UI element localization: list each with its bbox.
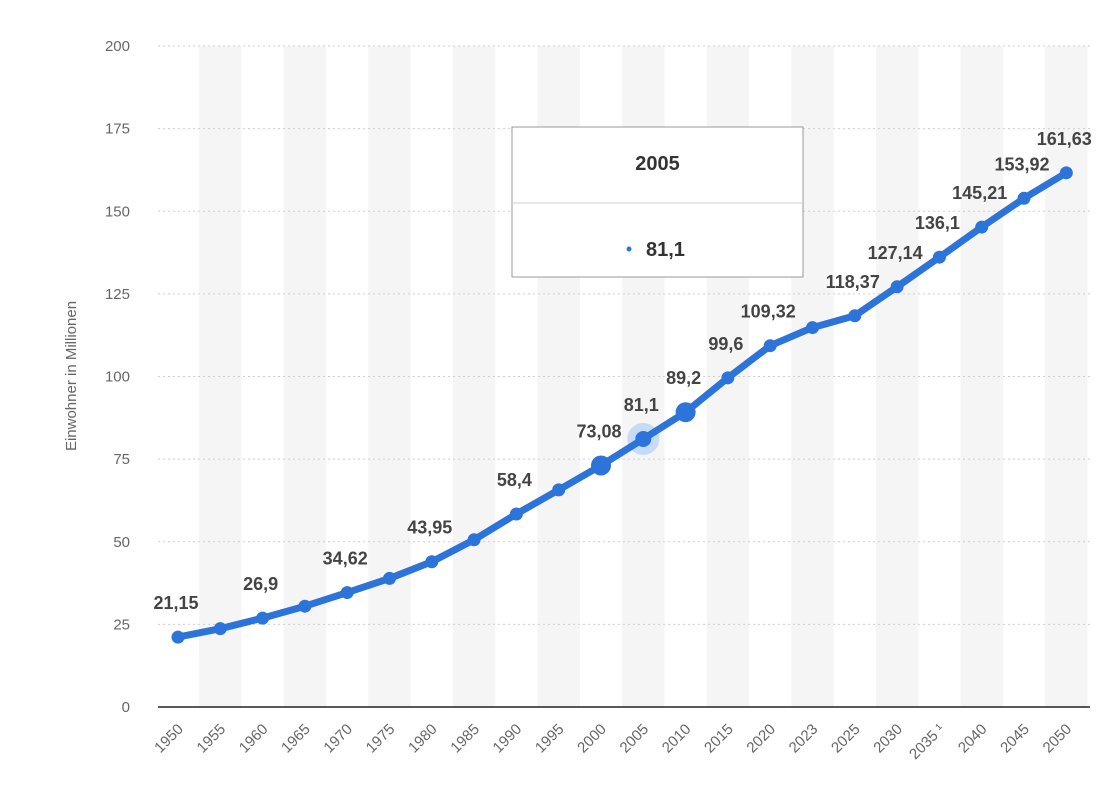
data-point[interactable] <box>298 599 312 613</box>
x-tick-label: 1955 <box>194 721 230 757</box>
series-line <box>174 169 1070 641</box>
x-tick-label: 1960 <box>236 721 272 757</box>
y-tick-label: 200 <box>105 38 130 55</box>
y-axis-title: Einwohner in Millionen <box>63 301 80 451</box>
data-label: 21,15 <box>153 593 198 613</box>
data-point[interactable] <box>890 280 904 294</box>
y-tick-label: 100 <box>105 369 130 386</box>
data-label: 136,1 <box>915 213 960 233</box>
x-tick-label: 2025 <box>828 721 864 757</box>
x-tick-label: 1970 <box>320 721 356 757</box>
x-tick-label: 2020 <box>743 721 779 757</box>
data-label: 26,9 <box>243 574 278 594</box>
x-tick-label: 2040 <box>955 721 991 757</box>
x-tick-label: 2050 <box>1040 721 1076 757</box>
y-tick-label: 0 <box>122 699 130 716</box>
tooltip-value: 81,1 <box>646 239 685 261</box>
y-tick-label: 50 <box>113 534 130 551</box>
data-point[interactable] <box>1017 191 1031 205</box>
x-tick-label: 1990 <box>490 721 526 757</box>
x-tick-label: 2035 ¹ <box>906 721 948 763</box>
data-label: 118,37 <box>826 272 880 292</box>
y-tick-label: 75 <box>113 451 130 468</box>
x-tick-label: 2023 <box>786 721 822 757</box>
y-tick-label: 150 <box>105 203 130 220</box>
y-tick-label: 175 <box>105 121 130 138</box>
data-label: 89,2 <box>666 368 701 388</box>
data-point[interactable] <box>213 622 227 636</box>
tooltip-box <box>511 126 804 278</box>
data-point[interactable] <box>675 402 696 423</box>
x-tick-label: 1980 <box>405 721 441 757</box>
data-point[interactable] <box>467 533 481 547</box>
column-band <box>960 46 1003 707</box>
data-point[interactable] <box>763 339 777 353</box>
data-point[interactable] <box>171 630 185 644</box>
data-point[interactable] <box>591 455 611 476</box>
column-band <box>875 46 919 707</box>
data-point[interactable] <box>848 309 862 323</box>
tooltip-bullet: • <box>626 239 632 259</box>
data-label: 43,95 <box>407 518 452 538</box>
x-tick-label: 2045 <box>997 721 1033 757</box>
data-point[interactable] <box>975 220 989 234</box>
data-label: 81,1 <box>624 395 659 415</box>
x-tick-label: 1965 <box>278 721 314 757</box>
data-point[interactable] <box>256 611 270 625</box>
data-label: 109,32 <box>741 302 796 322</box>
data-point[interactable] <box>383 571 396 585</box>
x-tick-label: 1985 <box>447 721 483 757</box>
data-label: 127,14 <box>868 243 923 263</box>
data-point[interactable] <box>806 321 819 335</box>
x-tick-label: 1975 <box>363 721 399 757</box>
x-tick-label: 1950 <box>151 721 187 757</box>
data-label: 34,62 <box>323 549 368 569</box>
column-band <box>1045 46 1088 707</box>
x-tick-label: 1995 <box>532 721 568 757</box>
data-label: 145,21 <box>952 183 1007 203</box>
data-label: 73,08 <box>576 421 621 441</box>
data-label: 153,92 <box>994 154 1049 174</box>
data-point[interactable] <box>635 430 652 447</box>
data-point[interactable] <box>552 483 566 497</box>
data-label: 99,6 <box>708 334 743 354</box>
x-tick-label: 2010 <box>659 721 695 757</box>
tooltip-title: 2005 <box>635 153 680 175</box>
data-point[interactable] <box>340 586 354 600</box>
column-band <box>199 46 242 707</box>
data-label: 58,4 <box>497 470 532 490</box>
data-point[interactable] <box>721 371 735 385</box>
y-tick-label: 25 <box>113 616 130 633</box>
data-label: 161,63 <box>1037 129 1092 149</box>
data-point[interactable] <box>932 250 946 264</box>
x-tick-label: 2005 <box>617 721 653 757</box>
x-tick-label: 2030 <box>870 721 906 757</box>
y-tick-label: 125 <box>105 286 130 303</box>
data-point[interactable] <box>509 507 523 521</box>
x-tick-label: 2015 <box>701 721 737 757</box>
data-point[interactable] <box>425 555 439 569</box>
data-point[interactable] <box>1059 166 1073 180</box>
x-tick-label: 2000 <box>574 721 610 757</box>
